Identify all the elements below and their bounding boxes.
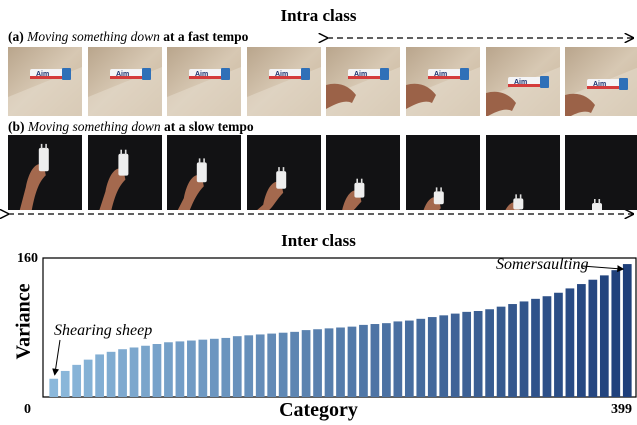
intra-class-title: Intra class <box>280 6 357 25</box>
toothpaste-label: Aim <box>434 71 447 78</box>
annotation-arrow-shearing-sheep <box>52 339 61 376</box>
x-tick-start: 0 <box>24 402 31 417</box>
fast-tempo-caption: (a) Moving something down at a fast temp… <box>8 29 249 44</box>
x-tick-end: 399 <box>611 402 632 417</box>
bar-22 <box>301 330 311 397</box>
toothpaste-label: Aim <box>514 79 527 86</box>
bar-24 <box>324 328 334 397</box>
bar-8 <box>141 345 150 397</box>
toothpaste-label: Aim <box>36 71 49 78</box>
bar-6 <box>118 349 127 397</box>
bar-45 <box>565 288 575 397</box>
bar-19 <box>267 333 277 397</box>
bar-38 <box>485 309 494 397</box>
annotation-arrow-somersaulting <box>581 265 625 273</box>
toothpaste-label: Aim <box>116 71 129 78</box>
bar-18 <box>255 334 265 397</box>
bar-35 <box>450 313 460 397</box>
bar-13 <box>198 339 208 397</box>
bar-47 <box>588 279 598 397</box>
bar-16 <box>232 336 242 397</box>
inter-class-title: Inter class <box>281 231 356 250</box>
bar-48 <box>599 275 609 397</box>
bar-4 <box>95 354 104 397</box>
bar-39 <box>496 306 506 397</box>
slow-frame-5 <box>326 135 401 210</box>
bar-20 <box>278 332 288 397</box>
bar-36 <box>462 311 472 397</box>
chart-x-label: Category <box>279 399 358 421</box>
fast-frame-3: Aim <box>167 47 242 116</box>
slow-frame-3 <box>167 135 242 210</box>
fast-frame-5: Aim <box>326 47 401 116</box>
bar-40 <box>508 304 517 397</box>
slow-frame-8 <box>565 135 637 210</box>
bar-29 <box>382 323 391 397</box>
toothpaste-label: Aim <box>275 71 288 78</box>
bar-5 <box>106 351 116 397</box>
fast-frame-4: Aim <box>246 47 321 116</box>
bar-30 <box>393 321 403 397</box>
fast-frame-8: Aim <box>565 47 637 116</box>
bar-34 <box>439 315 449 397</box>
bar-12 <box>187 340 196 397</box>
bar-28 <box>370 324 380 397</box>
bar-10 <box>164 342 173 397</box>
y-tick-max: 160 <box>17 251 38 266</box>
bar-11 <box>175 341 185 397</box>
toothpaste-label: Aim <box>195 71 208 78</box>
slow-frame-1 <box>8 135 82 210</box>
fast-frame-2: Aim <box>87 47 162 116</box>
slow-tempo-caption: (b) Moving something down at a slow temp… <box>8 119 254 134</box>
bar-26 <box>347 326 357 397</box>
bar-7 <box>129 347 139 397</box>
bar-14 <box>209 338 219 397</box>
chart-frame <box>42 257 637 398</box>
slow-frame-2 <box>87 135 162 210</box>
bar-46 <box>577 284 586 397</box>
bar-15 <box>221 337 231 397</box>
bar-2 <box>72 364 82 397</box>
bar-0 <box>49 378 59 397</box>
slow-frame-6 <box>406 135 480 210</box>
toothpaste-label: Aim <box>593 81 606 88</box>
fast-frame-6: Aim <box>406 47 480 116</box>
bar-1 <box>60 370 70 397</box>
toothpaste-label: Aim <box>354 71 367 78</box>
slow-frame-4 <box>246 135 321 210</box>
bar-17 <box>244 335 254 397</box>
bar-31 <box>404 320 414 397</box>
fast-frame-1: Aim <box>8 47 82 116</box>
bar-41 <box>519 301 529 397</box>
bar-25 <box>336 327 345 397</box>
bar-3 <box>83 359 93 397</box>
bar-23 <box>313 329 322 397</box>
bar-32 <box>416 318 426 397</box>
bar-33 <box>427 317 437 397</box>
annotation-somersaulting: Somersaulting <box>496 256 589 273</box>
annotation-shearing-sheep: Shearing sheep <box>54 322 153 339</box>
bar-49 <box>611 270 621 397</box>
bar-27 <box>359 324 368 397</box>
bar-21 <box>290 331 299 397</box>
bar-42 <box>531 298 540 397</box>
bar-37 <box>473 310 483 397</box>
slow-frame-7 <box>485 135 560 210</box>
bar-50 <box>622 264 632 397</box>
bar-44 <box>554 292 563 397</box>
bar-43 <box>542 296 552 397</box>
fast-frame-7: Aim <box>485 47 560 116</box>
bar-9 <box>152 344 162 397</box>
